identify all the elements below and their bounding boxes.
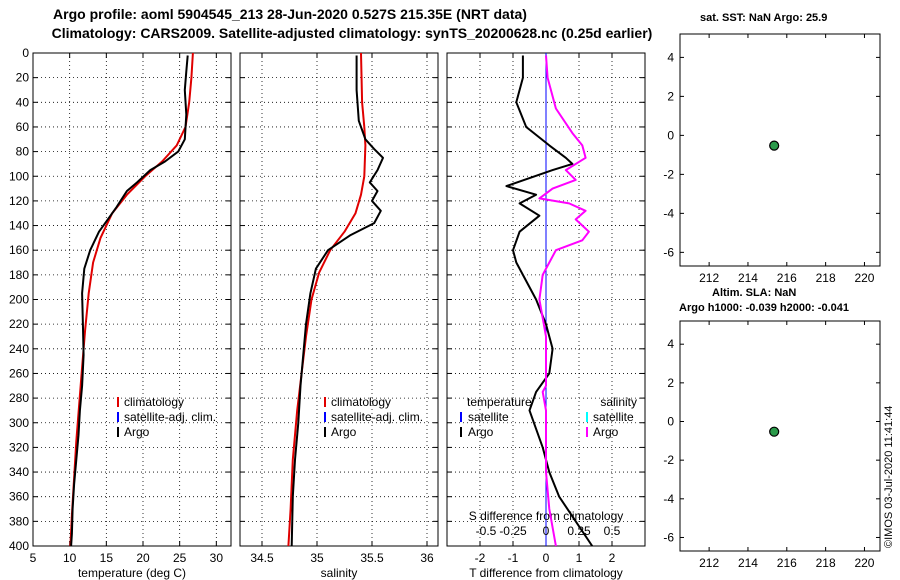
- depth-tick-label: 400: [9, 539, 29, 553]
- map-sst-xtick-label: 218: [816, 271, 836, 285]
- depth-tick-label: 80: [16, 145, 30, 159]
- legend-entry: satellite: [593, 410, 634, 424]
- difference-series-s-argo: [538, 55, 590, 547]
- map-sla-ytick-label: 4: [667, 337, 674, 351]
- depth-tick-label: 380: [9, 514, 29, 528]
- height-label: Argo h1000: -0.039 h2000: -0.041: [679, 302, 849, 314]
- figure-title-line2: Climatology: CARS2009. Satellite-adjuste…: [51, 25, 653, 41]
- salinity-series-argo: [290, 55, 384, 547]
- legend-entry: Argo: [593, 425, 619, 439]
- map-sla-xtick-label: 214: [738, 556, 758, 570]
- map-sst-xtick-label: 214: [738, 271, 758, 285]
- legend-temperature-title: temperature: [467, 395, 532, 409]
- depth-tick-label: 300: [9, 416, 29, 430]
- depth-tick-label: 60: [16, 120, 30, 134]
- legend-salinity-title: salinity: [600, 395, 637, 409]
- temperature-xtick-label: 15: [100, 551, 114, 565]
- difference-xtick-label: -2: [475, 551, 486, 565]
- depth-tick-label: 20: [16, 71, 30, 85]
- temperature-xtick-label: 30: [210, 551, 224, 565]
- depth-tick-label: 160: [9, 243, 29, 257]
- sst-label: sat. SST: NaN Argo: 25.9: [700, 12, 828, 24]
- figure-title-line1: Argo profile: aoml 5904545_213 28-Jun-20…: [53, 6, 527, 22]
- temperature-series-argo: [70, 55, 189, 547]
- depth-tick-label: 240: [9, 342, 29, 356]
- salinity-legend-entry: Argo: [331, 425, 357, 439]
- map-sst-frame: [679, 33, 881, 267]
- salinity-xtick-label: 34.5: [250, 551, 274, 565]
- map-sla-xtick-label: 218: [816, 556, 836, 570]
- depth-tick-label: 220: [9, 317, 29, 331]
- depth-tick-label: 200: [9, 293, 29, 307]
- difference-xtick-label: 0: [543, 551, 550, 565]
- depth-tick-label: 280: [9, 391, 29, 405]
- depth-tick-label: 360: [9, 490, 29, 504]
- salinity-xtick-label: 35.5: [360, 551, 384, 565]
- map-sla-argo-position-marker: [769, 426, 780, 437]
- difference-series-t-argo: [505, 55, 594, 547]
- temperature-xtick-label: 20: [136, 551, 150, 565]
- salinity-diff-tick-label: 0: [543, 524, 550, 538]
- map-sst-ytick-label: -4: [663, 206, 674, 220]
- map-sst-ytick-label: -2: [663, 167, 674, 181]
- legend-entry: Argo: [468, 425, 494, 439]
- salinity-xtick-label: 36: [420, 551, 434, 565]
- depth-tick-label: 40: [16, 95, 30, 109]
- map-sla-frame: [679, 320, 881, 552]
- temperature-xtick-label: 25: [173, 551, 187, 565]
- salinity-xlabel: salinity: [321, 566, 358, 580]
- map-sla-xtick-label: 220: [854, 556, 874, 570]
- depth-tick-label: 340: [9, 465, 29, 479]
- salinity-diff-tick-label: -0.5: [476, 524, 497, 538]
- depth-tick-label: 100: [9, 169, 29, 183]
- depth-tick-label: 140: [9, 219, 29, 233]
- map-sst-ytick-label: 4: [667, 50, 674, 64]
- map-sla-xtick-label: 216: [777, 556, 797, 570]
- difference-xtick-label: 1: [576, 551, 583, 565]
- depth-tick-label: 0: [22, 46, 29, 60]
- map-sst-xtick-label: 212: [699, 271, 719, 285]
- depth-tick-label: 120: [9, 194, 29, 208]
- salinity-legend-entry: climatology: [331, 395, 391, 409]
- temperature-legend-entry: climatology: [124, 395, 184, 409]
- map-sla-ytick-label: 2: [667, 376, 674, 390]
- salinity-xtick-label: 35: [310, 551, 324, 565]
- map-sst-xtick-label: 216: [777, 271, 797, 285]
- difference-xlabel: T difference from climatology: [469, 566, 623, 580]
- map-sst-ytick-label: -6: [663, 245, 674, 259]
- difference-xtick-label: 2: [609, 551, 616, 565]
- depth-tick-label: 180: [9, 268, 29, 282]
- map-sst-ytick-label: 0: [667, 128, 674, 142]
- salinity-legend-entry: satellite-adj. clim.: [331, 410, 423, 424]
- temperature-xlabel: temperature (deg C): [78, 566, 186, 580]
- temperature-xtick-label: 5: [30, 551, 37, 565]
- sla-label: Altim. SLA: NaN: [712, 287, 797, 299]
- salinity-diff-tick-label: -0.25: [499, 524, 527, 538]
- map-sst-ytick-label: 2: [667, 89, 674, 103]
- salinity-diff-axis-title: S difference from climatology: [469, 509, 624, 523]
- difference-xtick-label: -1: [508, 551, 519, 565]
- temperature-legend-entry: satellite-adj. clim.: [124, 410, 216, 424]
- timestamp: ©IMOS 03-Jul-2020 11:41:44: [883, 405, 895, 548]
- depth-tick-label: 320: [9, 440, 29, 454]
- map-sla-ytick-label: -2: [663, 453, 674, 467]
- map-sla-xtick-label: 212: [699, 556, 719, 570]
- map-sla-ytick-label: 0: [667, 415, 674, 429]
- map-sst-argo-position-marker: [769, 140, 780, 151]
- map-sla-ytick-label: -4: [663, 492, 674, 506]
- map-sst-xtick-label: 220: [854, 271, 874, 285]
- depth-tick-label: 260: [9, 366, 29, 380]
- map-sla-ytick-label: -6: [663, 530, 674, 544]
- temperature-legend-entry: Argo: [124, 425, 150, 439]
- salinity-diff-tick-label: 0.5: [604, 524, 621, 538]
- legend-entry: satellite: [468, 410, 509, 424]
- temperature-xtick-label: 10: [63, 551, 77, 565]
